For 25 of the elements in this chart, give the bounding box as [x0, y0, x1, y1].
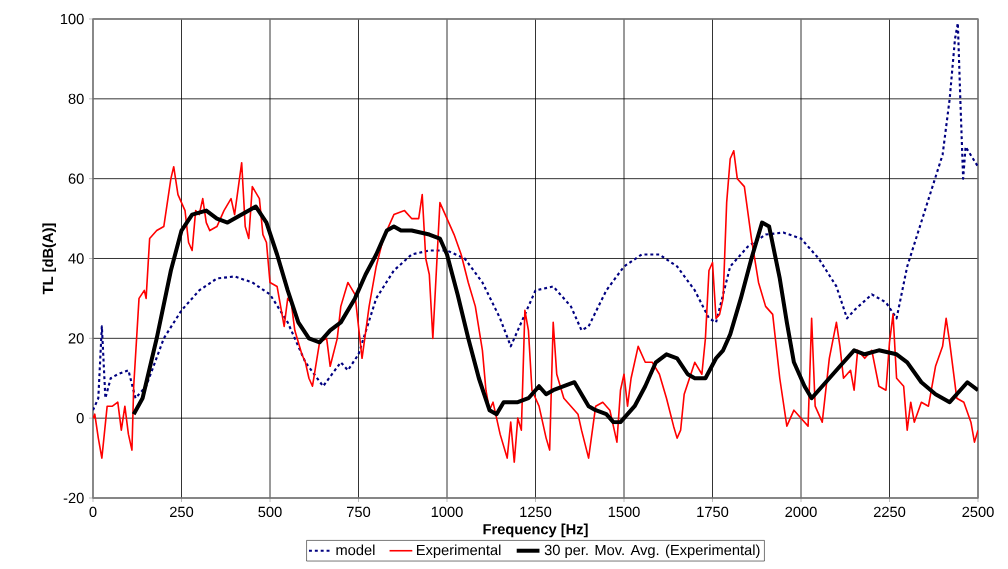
line-series [93, 149, 979, 463]
legend-label: model [336, 544, 375, 556]
x-tick-label: 2500 [962, 506, 994, 518]
y-tick-label: 20 [68, 333, 84, 344]
x-axis-title: Frequency [Hz] [483, 523, 588, 538]
x-tick-label: 750 [347, 506, 371, 518]
x-tick-label: 0 [89, 506, 97, 518]
line-series [93, 21, 979, 412]
x-tick-label: 2000 [785, 506, 817, 518]
x-tick-label: 500 [258, 506, 282, 518]
y-tick-label: 80 [68, 93, 84, 105]
y-tick-label: 100 [60, 13, 84, 25]
legend-label: Experimental [416, 544, 501, 559]
x-tick-label: 250 [170, 506, 194, 518]
x-tick-label: 2250 [873, 506, 906, 518]
legend-label: 30 per. Mov. Avg. (Experimental) [544, 544, 760, 559]
y-tick-label: 0 [76, 412, 84, 424]
y-tick-label: 60 [68, 173, 84, 184]
y-tick-label: 40 [68, 253, 84, 264]
x-tick-label: 1500 [608, 506, 640, 518]
x-tick-label: 1000 [431, 506, 463, 518]
x-tick-label: 1250 [520, 506, 552, 518]
x-tick-label: 1750 [697, 506, 729, 518]
y-axis-title: TL [dB(A)] [42, 223, 56, 295]
y-tick-label: -20 [63, 492, 84, 504]
